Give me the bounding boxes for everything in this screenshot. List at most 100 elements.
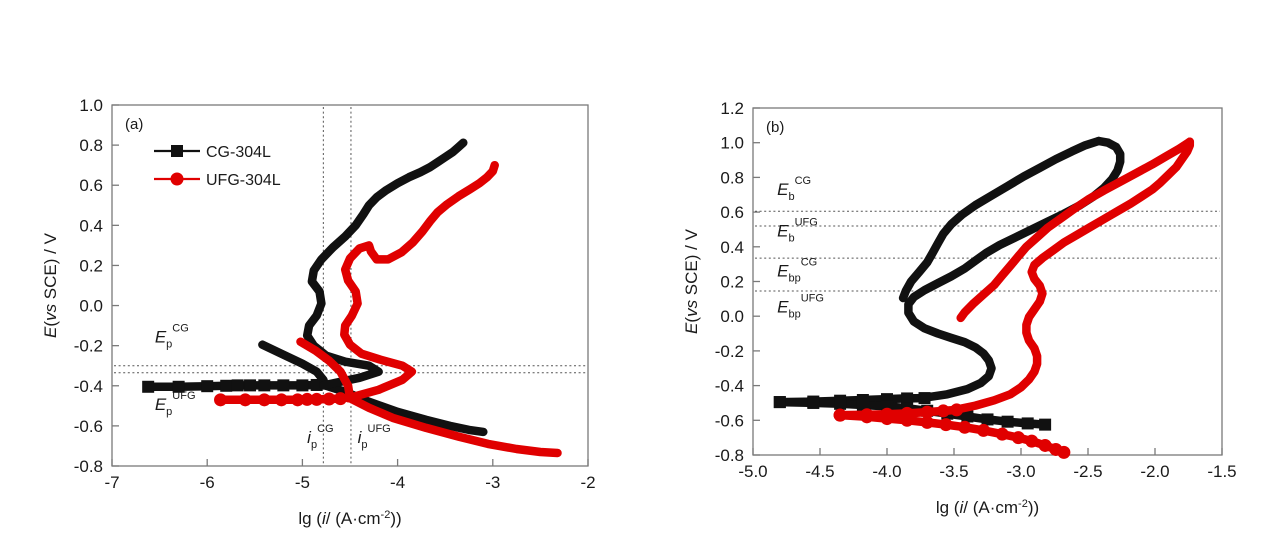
yl-sce: SCE) / V: [682, 228, 701, 300]
annotation-sup: CG: [172, 323, 189, 335]
marker-square-a-0-0: [142, 380, 155, 393]
x-tick-label-b-4: -3.0: [1006, 462, 1035, 481]
annotation-b-Ebp-CG: EbpCG: [777, 256, 817, 284]
marker-circle-a-4-8: [333, 392, 347, 406]
x-tick-label-b-2: -4.0: [872, 462, 901, 481]
legend-marker-circle-1: [170, 172, 184, 186]
y-tick-label-b-0: 1.2: [720, 99, 744, 118]
curve-b-cg-304l-forward-anodic: [904, 136, 1125, 402]
legend-label-1: UFG-304L: [206, 172, 281, 189]
marker-square-a-0-5: [244, 379, 257, 392]
yl-E: E: [41, 326, 60, 338]
curve-a-ufg-304l-cathodic-descending: [296, 337, 355, 403]
x-tick-label-a-0: -7: [104, 473, 119, 492]
curve-b-cg-304l-reverse: [898, 136, 1103, 303]
marker-square-b-1-10: [1001, 415, 1014, 428]
marker-circle-b-5-6: [958, 420, 972, 434]
marker-circle-b-5-0: [833, 408, 847, 422]
panel-b: -5.0 -4.5 -4.0 -3.5 -3.0 -2.5 -2.0 -1.5 1.2 1.0 0.…: [682, 99, 1237, 517]
y-tick-label-a-1: 0.8: [79, 136, 103, 155]
marker-square-a-0-6: [258, 379, 271, 392]
marker-circle-a-4-2: [257, 393, 271, 407]
legend-marker-square-0: [171, 145, 183, 157]
yl-paren: (: [41, 321, 60, 327]
y-tick-label-a-0: 1.0: [79, 96, 103, 115]
y-tick-label-b-6: 0.0: [720, 307, 744, 326]
y-tick-label-a-8: -0.6: [74, 417, 103, 436]
annotation-b-Ebp-UFG: EbpUFG: [777, 293, 824, 321]
y-tick-label-a-2: 0.6: [79, 176, 103, 195]
annotation-sup: CG: [801, 256, 818, 268]
marker-circle-a-4-1: [238, 393, 252, 407]
x-tick-label-b-1: -4.5: [805, 462, 834, 481]
y-tick-label-b-9: -0.6: [715, 411, 744, 430]
marker-square-a-0-8: [296, 379, 309, 392]
curve-a-ufg-304l-anodic-upper: [340, 160, 499, 403]
marker-circle-a-4-6: [310, 392, 324, 406]
annotation-a-Ep-CG: EpCG: [155, 323, 189, 351]
x-tick-label-b-3: -3.5: [939, 462, 968, 481]
xl-i: i: [959, 498, 964, 517]
marker-square-a-0-3: [220, 379, 233, 392]
y-tick-label-a-5: 0.0: [79, 297, 103, 316]
x-axis-title-a: lg (i/ (A·cm-2)): [298, 509, 401, 528]
annotation-base: E: [155, 395, 167, 414]
annotation-b-Eb-CG: EbCG: [777, 175, 811, 203]
marker-circle-a-4-3: [274, 393, 288, 407]
y-tick-label-a-9: -0.8: [74, 457, 103, 476]
annotation-sup: CG: [795, 175, 812, 187]
marker-circle-b-5-5: [939, 418, 953, 432]
curve-b-ufg-304l-forward-anodic: [952, 137, 1195, 414]
marker-circle-b-5-9: [1011, 431, 1025, 445]
marker-square-b-1-12: [1039, 418, 1052, 431]
x-tick-label-a-4: -3: [485, 473, 500, 492]
marker-circle-b-5-2: [880, 412, 894, 426]
marker-square-a-0-2: [201, 380, 214, 393]
yl-E: E: [682, 322, 701, 334]
y-tick-label-b-4: 0.4: [720, 238, 744, 257]
xl-i: i: [322, 509, 327, 528]
marker-circle-b-5-8: [995, 427, 1009, 441]
x-tick-label-b-5: -2.5: [1073, 462, 1102, 481]
y-tick-label-b-2: 0.8: [720, 168, 744, 187]
xl-exp: -2: [1018, 498, 1028, 510]
panel-a: -7 -6 -5 -4 -3 -2 1.0 0.8 0.6 0.4 0.2 0.0 -0.2 -0.4 -0…: [41, 96, 596, 528]
y-tick-label-b-3: 0.6: [720, 203, 744, 222]
marker-circle-a-4-5: [300, 392, 314, 406]
y-tick-label-b-8: -0.4: [715, 377, 744, 396]
annotation-base: E: [777, 261, 789, 280]
marker-circle-b-5-7: [976, 423, 990, 437]
y-tick-label-a-6: -0.2: [74, 337, 103, 356]
marker-square-b-1-8: [961, 410, 974, 423]
y-axis-title-b: E(vs SCE) / V: [682, 228, 701, 334]
xl-prefix: lg (: [298, 509, 322, 528]
annotation-sub: p: [311, 439, 317, 451]
annotation-sub: p: [166, 406, 172, 418]
annotation-sub: bp: [788, 272, 800, 284]
annotation-sub: b: [788, 191, 794, 203]
y-tick-label-b-10: -0.8: [715, 446, 744, 465]
marker-circle-b-5-10: [1025, 434, 1039, 448]
annotation-base: E: [155, 328, 167, 347]
y-tick-label-a-4: 0.2: [79, 256, 103, 275]
marker-square-b-0-5: [901, 392, 914, 405]
x-axis-title-b: lg (i/ (A·cm-2)): [936, 498, 1039, 517]
annotation-sup: UFG: [795, 216, 818, 228]
annotation-a-ip-CG: ipCG: [307, 423, 333, 451]
marker-circle-a-4-0: [214, 393, 228, 407]
marker-square-a-0-1: [172, 380, 185, 393]
marker-square-a-0-7: [277, 379, 290, 392]
y-tick-label-b-7: -0.2: [715, 342, 744, 361]
annotation-sub: b: [788, 232, 794, 244]
marker-circle-b-5-1: [860, 410, 874, 424]
xl-prefix: lg (: [936, 498, 960, 517]
annotation-base: E: [777, 298, 789, 317]
marker-circle-b-5-11: [1038, 438, 1052, 452]
annotation-sup: CG: [317, 423, 334, 435]
annotation-base: E: [777, 221, 789, 240]
marker-circle-a-4-4: [291, 393, 305, 407]
panel-tag-a: (a): [125, 116, 143, 133]
yl-vs: vs: [682, 299, 701, 317]
yl-vs: vs: [41, 303, 60, 321]
